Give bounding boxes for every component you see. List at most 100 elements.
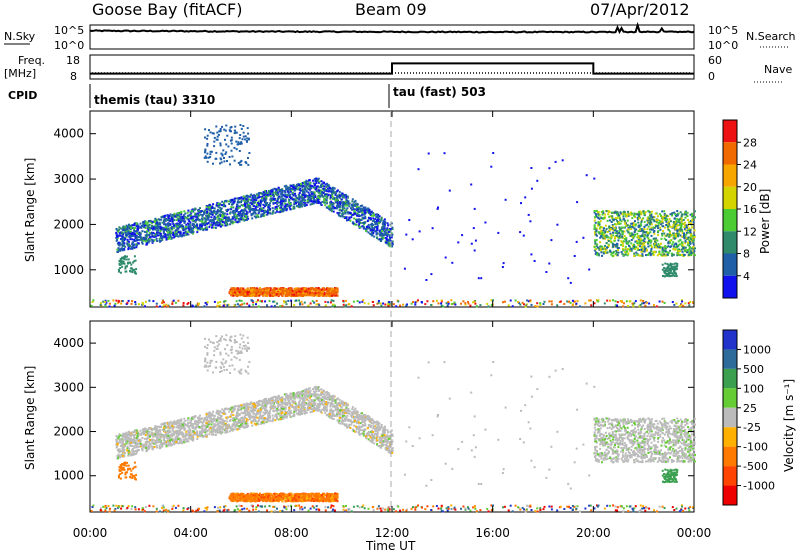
echo-point: [297, 203, 300, 206]
echo-point: [693, 229, 696, 232]
echo-point: [604, 250, 607, 253]
echo-point: [329, 196, 332, 199]
echo-point: [384, 231, 387, 234]
echo-point: [599, 241, 602, 244]
echo-point: [130, 246, 133, 249]
echo-point: [601, 245, 604, 248]
echo-point: [678, 305, 681, 308]
echo-point: [464, 303, 467, 306]
echo-point: [238, 299, 241, 302]
echo-point: [315, 186, 318, 189]
echo-point: [688, 247, 691, 250]
echo-point: [255, 300, 258, 303]
echo-point: [215, 213, 217, 216]
echo-point: [280, 198, 283, 201]
echo-point: [295, 287, 298, 290]
echo-point: [598, 217, 601, 220]
echo-point: [212, 211, 215, 214]
echo-point: [310, 197, 313, 200]
echo-point: [274, 206, 277, 209]
echo-point: [186, 211, 189, 214]
echo-point: [207, 208, 210, 211]
echo-point: [264, 193, 267, 196]
echo-point: [280, 191, 283, 194]
echo-point: [167, 237, 170, 240]
echo-point: [219, 128, 222, 130]
echo-point: [153, 234, 156, 237]
echo-point: [616, 301, 619, 304]
echo-point: [345, 299, 347, 302]
echo-point: [684, 302, 687, 305]
echo-point: [144, 300, 147, 303]
echo-point: [155, 302, 158, 305]
echo-point: [164, 233, 167, 236]
echo-point: [653, 244, 656, 247]
echo-point: [222, 201, 225, 204]
echo-point: [233, 146, 236, 149]
echo-point: [277, 291, 279, 293]
echo-point: [171, 220, 174, 223]
echo-point: [117, 230, 120, 233]
echo-point: [372, 228, 375, 231]
echo-point: [662, 225, 665, 228]
echo-point: [211, 207, 213, 209]
echo-point: [147, 224, 150, 227]
echo-point: [268, 190, 270, 192]
echo-point: [327, 295, 330, 297]
echo-point: [255, 209, 257, 211]
echo-point: [624, 222, 627, 225]
echo-point: [350, 305, 353, 308]
echo-point: [115, 236, 118, 239]
echo-point: [197, 227, 200, 230]
echo-point: [312, 185, 315, 188]
echo-point: [182, 232, 185, 234]
echo-point: [672, 232, 675, 235]
echo-point: [656, 239, 659, 242]
echo-point: [345, 216, 348, 219]
echo-point: [517, 301, 520, 304]
echo-point: [307, 287, 310, 290]
echo-point: [174, 301, 177, 304]
echo-point: [198, 211, 201, 214]
echo-point: [363, 223, 365, 226]
echo-point: [131, 238, 134, 241]
echo-point: [608, 225, 611, 228]
echo-point: [284, 195, 286, 198]
echo-point: [108, 302, 111, 305]
echo-point: [272, 201, 275, 204]
echo-point: [602, 212, 605, 215]
echo-point: [180, 234, 182, 237]
echo-point: [350, 204, 353, 207]
echo-point: [677, 251, 680, 254]
echo-point: [231, 289, 234, 292]
echo-point: [250, 290, 253, 293]
echo-point: [618, 237, 621, 239]
echo-point: [675, 302, 678, 305]
echo-point: [128, 230, 131, 233]
echo-point: [356, 300, 359, 302]
echo-point: [356, 207, 359, 210]
echo-point: [620, 226, 623, 229]
echo-point: [382, 225, 385, 228]
echo-point: [209, 220, 212, 223]
echo-point: [225, 124, 228, 127]
echo-point: [206, 134, 209, 137]
echo-point: [669, 246, 672, 248]
echo-point: [255, 289, 258, 291]
echo-point: [200, 227, 203, 230]
echo-point: [354, 208, 357, 211]
echo-point: [334, 191, 337, 194]
echo-point: [232, 221, 235, 224]
echo-point: [296, 294, 299, 297]
echo-point: [344, 204, 347, 207]
echo-point: [135, 230, 138, 232]
echo-point: [135, 238, 138, 240]
echo-point: [220, 152, 223, 155]
echo-point: [627, 231, 630, 234]
echo-point: [310, 294, 313, 297]
echo-point: [679, 218, 682, 221]
echo-point: [302, 295, 304, 298]
echo-point: [376, 232, 379, 235]
echo-point: [681, 299, 683, 302]
echo-point: [257, 202, 260, 204]
